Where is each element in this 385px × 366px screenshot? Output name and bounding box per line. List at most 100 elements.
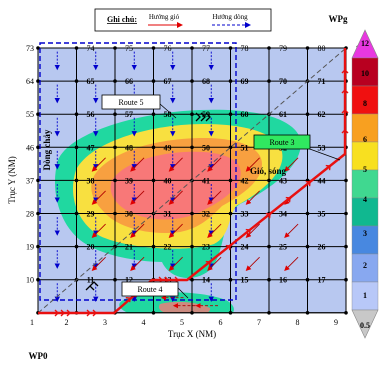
wind-arrow: [207, 190, 222, 205]
route-chevron: [325, 164, 331, 171]
grid-node-dot: [151, 112, 156, 116]
grid-node-dot: [113, 79, 117, 83]
grid-node-dot: [344, 178, 348, 183]
grid-node-dot: [267, 244, 271, 249]
grid-node-dot: [74, 178, 79, 183]
grid-node-dot: [151, 244, 156, 249]
grid-node-dot: [190, 277, 194, 282]
colorbar-label: 1: [363, 291, 367, 300]
grid-node-label: 58: [164, 110, 172, 119]
grid-node-label: 62: [318, 110, 326, 119]
colorbar-segment: [351, 57, 379, 87]
colorbar-label: 10: [361, 69, 369, 78]
grid-node-dot: [267, 277, 271, 282]
wind-arrow: [245, 190, 260, 205]
legend: Ghi chú: Hướng gió Hướng dòng: [94, 8, 272, 32]
colorbar-bottom-triangle: [351, 309, 379, 339]
grid-node-label: 57: [125, 110, 133, 119]
grid-node-label: 49: [164, 143, 172, 152]
wind-arrow: [207, 223, 222, 238]
grid-node-dot: [267, 178, 271, 183]
grid-node-label: 65: [87, 77, 95, 86]
grid-node-dot: [305, 311, 310, 315]
grid-node-label: 50: [202, 143, 210, 152]
x-tick-label: 8: [296, 318, 300, 327]
current-region-border: [39, 42, 237, 301]
grid-node-label: 61: [279, 110, 287, 119]
grid-node-dot: [344, 211, 348, 216]
grid-node-dot: [228, 277, 233, 282]
grid-node-label: 75: [125, 44, 133, 53]
grid-node-label: 39: [125, 176, 133, 185]
grid-node-label: 38: [87, 176, 95, 185]
legend-wind-label: Hướng gió: [149, 13, 180, 21]
grid-node-label: 71: [318, 77, 326, 86]
grid-node-label: 47: [87, 143, 95, 152]
colorbar-label: 6: [363, 135, 367, 144]
route4-chevrons: [85, 281, 99, 291]
colorbar-labels: 12 10 8 6 5 4 3 2 1 0.5: [360, 39, 370, 330]
grid-node-dot: [228, 112, 233, 116]
grid-node-label: 76: [164, 44, 172, 53]
grid-node-label: 70: [279, 77, 287, 86]
grid-node-dot: [305, 244, 310, 249]
x-tick-label: 2: [65, 318, 69, 327]
route5-label: Route 5: [101, 94, 177, 119]
route-chevron: [60, 309, 65, 317]
grid-node-label: 20: [87, 243, 95, 252]
grid-node-dot: [36, 112, 40, 116]
wind-arrow: [207, 157, 222, 172]
grid-node-dot: [74, 79, 79, 83]
route-chevron: [341, 109, 349, 114]
colorbar-segment: [351, 225, 379, 255]
grid-node-label: 25: [279, 243, 287, 252]
route4-label: Route 4: [121, 281, 189, 299]
wind-arrow: [91, 157, 106, 172]
wind-arrow: [130, 157, 145, 172]
grid-node-label: 74: [87, 44, 95, 53]
grid-node-label: 69: [241, 77, 249, 86]
grid-node-dot: [267, 79, 271, 83]
grid-node-label: 46: [26, 143, 34, 152]
grid-node-label: 30: [125, 210, 133, 219]
grid-node-label: 22: [164, 243, 172, 252]
grid-node-label: 37: [26, 176, 34, 185]
grid-node-dot: [190, 46, 194, 50]
grid-node-dot: [151, 311, 156, 315]
diagonal-reference-line: [37, 47, 347, 314]
x-tick-label: 3: [103, 318, 107, 327]
grid-node-label: 24: [241, 243, 249, 252]
grid-node-dot: [190, 145, 194, 150]
wind-arrow: [284, 223, 299, 238]
grid-node-label: 56: [87, 110, 95, 119]
grid-node-dot: [36, 277, 40, 282]
wind-arrow: [130, 256, 145, 272]
grid-node-label: 35: [318, 210, 326, 219]
grid-node-label: 59: [202, 110, 210, 119]
x-tick-label: 4: [142, 318, 146, 327]
grid-node-label: 33: [241, 210, 249, 219]
grid-node-label: 43: [279, 176, 287, 185]
x-tick-label: 7: [257, 318, 261, 327]
grid-node-dot: [113, 145, 117, 150]
grid-node-dot: [74, 46, 79, 50]
grid-node-label: 15: [241, 276, 249, 285]
grid-node-label: 29: [87, 210, 95, 219]
wind-arrow: [130, 223, 145, 238]
route-chevron: [305, 180, 311, 187]
wind-arrow: [284, 157, 299, 172]
x-tick-labels: 1 2 3 4 5 6 7 8 9: [30, 318, 338, 327]
grid-node-dot: [74, 244, 79, 249]
grid-node-label: 51: [241, 143, 249, 152]
grid-node-label: 79: [279, 44, 287, 53]
grid-node-label: 60: [241, 110, 249, 119]
wind-arrow: [245, 256, 260, 272]
grid-node-dot: [228, 311, 233, 315]
grid-node-label: 73: [26, 44, 34, 53]
grid-node-label: 77: [202, 44, 210, 53]
grid-node-dot: [228, 178, 233, 183]
grid-node-dot: [151, 46, 156, 50]
wind-wave-contours: [54, 109, 301, 313]
colorbar-label: 3: [363, 229, 367, 238]
